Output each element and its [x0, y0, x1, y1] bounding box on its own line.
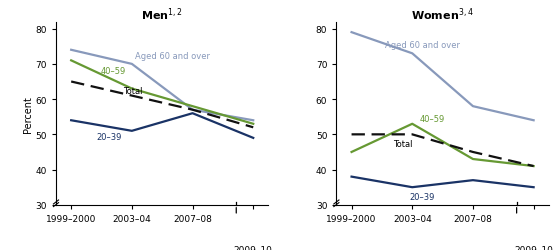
Y-axis label: Percent: Percent [23, 96, 32, 132]
Text: 20–39: 20–39 [409, 192, 435, 201]
Text: 20–39: 20–39 [97, 132, 122, 141]
Text: Total: Total [123, 86, 142, 96]
Text: 2009–10: 2009–10 [514, 245, 553, 250]
Text: Total: Total [393, 139, 412, 148]
Text: 40–59: 40–59 [100, 67, 125, 76]
Title: Women$^{3,4}$: Women$^{3,4}$ [411, 6, 474, 22]
Text: 40–59: 40–59 [419, 114, 445, 124]
Text: Aged 60 and over: Aged 60 and over [135, 51, 210, 60]
Text: Aged 60 and over: Aged 60 and over [385, 41, 460, 50]
Text: 2009–10: 2009–10 [234, 245, 273, 250]
Title: Men$^{1,2}$: Men$^{1,2}$ [141, 6, 183, 22]
